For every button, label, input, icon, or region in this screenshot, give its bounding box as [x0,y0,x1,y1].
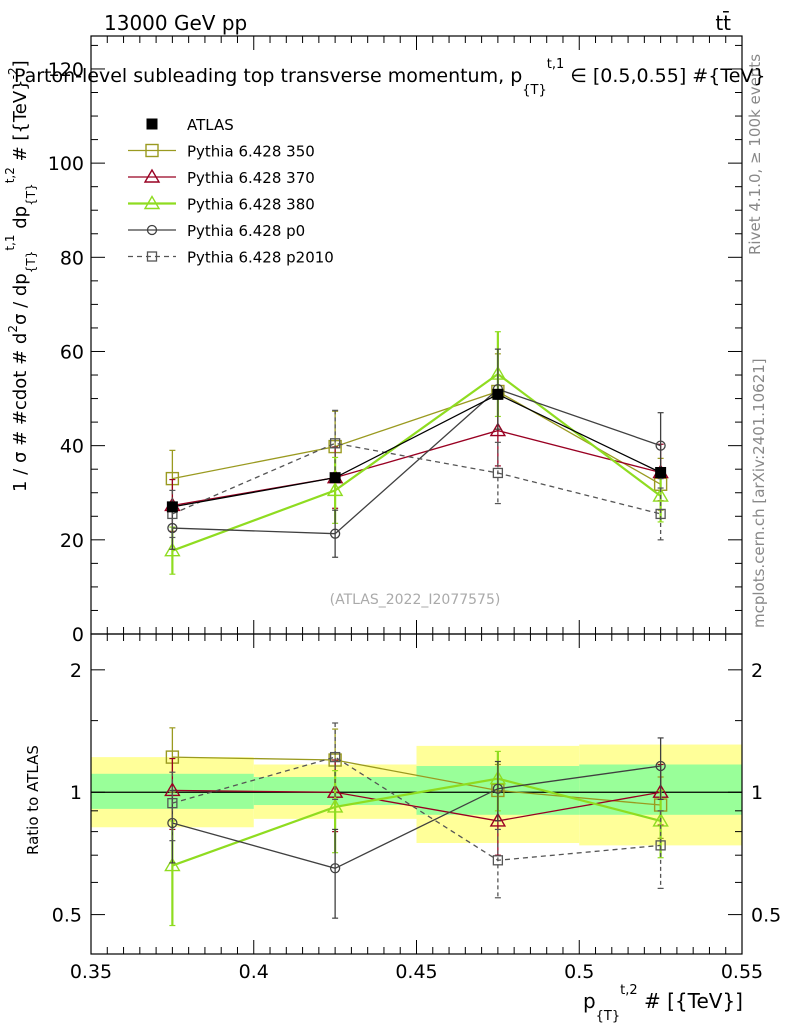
rivet-label: Rivet 4.1.0, ≥ 100k events [746,54,764,255]
x-axis-label: p{T}t,2 # [{TeV}] [583,983,743,1024]
legend-marker [143,195,161,210]
ratio-line [172,756,661,861]
main-series-pythia-6.428-370 [164,394,669,532]
energy-label: 13000 GeV pp [104,11,247,35]
main-point [329,528,341,539]
legend-label: Pythia 6.428 350 [187,143,315,161]
ratio-line [172,756,661,806]
main-ytick-label: 40 [60,436,84,458]
main-point [655,466,667,478]
main-panel: 0 20 40 60 80 100 120 (ATLAS_2022_I2077575) Pa… [3,35,765,646]
source-label: mcplots.cern.ch [arXiv:2401.10621] [750,358,768,628]
main-ytick-label: 80 [60,247,84,269]
main-series-pythia-6.428-p2010 [167,409,666,541]
ratio-series-pythia-6.428-p2010 [167,722,666,899]
main-point [492,467,504,479]
main-point [166,501,178,513]
process-label: tt̄ [715,10,731,35]
legend-label: Pythia 6.428 370 [187,169,315,187]
ratio-ytick-label: 1 [70,782,82,804]
main-ytick-label: 60 [60,341,84,363]
x-ticks: 0.35 0.4 0.45 0.5 0.55 [70,36,763,983]
ratio-point [655,760,666,772]
ratio-line [172,777,661,867]
main-series-pythia-6.428-380 [164,331,669,575]
ratio-point [326,798,344,813]
ratio-ylabel: Ratio to ATLAS [24,745,42,855]
ratio-series-pythia-6.428-p0 [167,737,666,919]
ratio-point [329,863,341,874]
xtick-label: 0.45 [395,961,437,983]
legend-label: ATLAS [187,116,234,134]
main-point [489,422,507,437]
ratio-point [329,751,341,763]
xtick-label: 0.4 [239,961,269,983]
legend-marker [146,251,158,262]
main-line [172,393,661,508]
analysis-watermark: (ATLAS_2022_I2077575) [330,592,501,608]
ratio-point [167,817,178,829]
main-point [326,481,344,497]
main-line [172,429,661,507]
main-line [172,390,661,485]
ratio-line [172,789,661,822]
main-line [172,388,661,535]
main-line [171,372,662,552]
main-point [329,472,341,484]
ratio-ytick-label: 2 [70,660,82,682]
main-point [329,438,341,449]
ratio-point [167,797,178,809]
legend-marker [146,224,158,236]
ratio-point [164,857,181,872]
ratio-point [655,840,666,851]
main-ytick-label: 120 [48,59,84,81]
ratio-point [489,812,507,827]
ratio-line [172,765,661,869]
main-y-ticks: 0 20 40 60 80 100 120 [48,44,742,646]
main-title: Parton-level subleading top transverse m… [14,57,765,98]
main-line [172,442,661,515]
legend-label: Pythia 6.428 p0 [187,222,305,240]
legend-label: Pythia 6.428 p2010 [187,249,334,267]
legend-label: Pythia 6.428 380 [187,196,315,214]
main-series-atlas [166,388,667,513]
ratio-y-ticks: 0.5 0.5 1 1 2 2 [52,660,781,927]
ratio-ytick-label-right: 2 [751,660,763,682]
ratio-ytick-label-right: 1 [751,782,763,804]
main-point [655,440,666,451]
main-point [164,542,181,557]
ratio-point [492,783,504,794]
xtick-label: 0.35 [70,961,112,983]
main-ylabel: 1 / σ # #cdot # d2σ / dp{T}t,1 dp{T}t,2 … [3,60,38,492]
ratio-panel: 0.5 0.5 1 1 2 2 0.35 0.4 0.45 0.5 0.55 Ratio to A… [24,36,781,1024]
ratio-point [492,855,504,866]
main-ytick-label: 0 [72,624,84,646]
ratio-ytick-label: 0.5 [52,905,82,927]
main-point [655,508,666,520]
ratio-ytick-label-right: 0.5 [751,905,781,927]
main-ytick-label: 20 [60,530,84,552]
legend-marker [145,143,159,158]
xtick-label: 0.5 [564,961,594,983]
legend-marker [143,168,161,183]
main-point [492,388,504,400]
ratio-plot-content [91,722,742,927]
main-point [652,487,669,502]
legend: ATLAS Pythia 6.428 350 Pythia 6.428 370 Pyt… [128,116,334,267]
main-plot-content [164,331,669,575]
main-series-pythia-6.428-p0 [167,348,666,558]
xtick-label: 0.55 [721,961,763,983]
main-ytick-label: 100 [48,153,84,175]
legend-marker [146,118,158,130]
